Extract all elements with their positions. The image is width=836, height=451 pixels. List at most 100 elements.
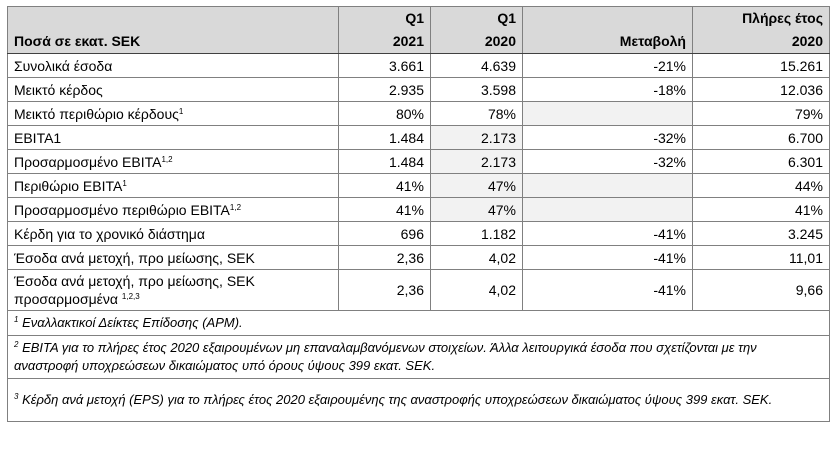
footnote-mark: 1 — [14, 315, 19, 324]
row-q1-2021: 80% — [338, 101, 431, 126]
row-label-sup: 1,2 — [229, 202, 242, 212]
row-label: Προσαρμοσμένο EBITA1,2 — [7, 149, 339, 174]
row-fy-2020: 6.301 — [692, 149, 830, 174]
row-q1-2020: 2.173 — [430, 125, 523, 150]
header-q1-2021-year: 2021 — [338, 29, 431, 54]
row-q1-2020: 47% — [430, 173, 523, 198]
table-row: Έσοδα ανά μετοχή, προ μείωσης, SEK 2,36 … — [7, 245, 830, 270]
header-fy-top: Πλήρες έτος — [692, 6, 830, 29]
financial-summary: Q1 Q1 Πλήρες έτος Ποσά σε εκατ. SEK 2021… — [7, 6, 830, 422]
row-label-line2: προσαρμοσμένα — [14, 291, 119, 307]
row-fy-2020: 79% — [692, 101, 830, 126]
footnote-2: 2 EBITA για το πλήρες έτος 2020 εξαιρουμ… — [7, 335, 830, 379]
row-change: -32% — [522, 149, 693, 174]
row-q1-2020: 4,02 — [430, 269, 523, 311]
header-q1-2021-top: Q1 — [338, 6, 431, 29]
footnote-text: Κέρδη ανά μετοχή (EPS) για το πλήρες έτο… — [18, 392, 773, 407]
row-q1-2020: 4.639 — [430, 53, 523, 78]
row-label: Προσαρμοσμένο περιθώριο EBITA1,2 — [7, 197, 339, 222]
row-label-sup: 1 — [122, 178, 127, 188]
row-fy-2020: 11,01 — [692, 245, 830, 270]
row-label: Περιθώριο EBITA1 — [7, 173, 339, 198]
row-label-text: Προσαρμοσμένο περιθώριο EBITA — [14, 201, 230, 218]
row-change — [522, 173, 693, 198]
row-q1-2021: 1.484 — [338, 125, 431, 150]
table-row: Μεικτό κέρδος 2.935 3.598 -18% 12.036 — [7, 77, 830, 102]
row-change: -21% — [522, 53, 693, 78]
row-label-sup: 1,2,3 — [121, 292, 140, 301]
row-change: -41% — [522, 245, 693, 270]
table-row: EBITA1 1.484 2.173 -32% 6.700 — [7, 125, 830, 150]
row-label-line1: Έσοδα ανά μετοχή, προ μείωσης, SEK — [14, 273, 255, 289]
header-change-cell-top — [522, 6, 693, 29]
row-q1-2021: 696 — [338, 221, 431, 246]
row-fy-2020: 9,66 — [692, 269, 830, 311]
table-row: Συνολικά έσοδα 3.661 4.639 -21% 15.261 — [7, 53, 830, 78]
header-row-bottom: Ποσά σε εκατ. SEK 2021 2020 Μεταβολή 202… — [7, 29, 830, 54]
table-row: Περιθώριο EBITA1 41% 47% 44% — [7, 173, 830, 198]
header-fy-year: 2020 — [692, 29, 830, 54]
row-q1-2020: 2.173 — [430, 149, 523, 174]
row-q1-2021: 2,36 — [338, 245, 431, 270]
header-label: Ποσά σε εκατ. SEK — [7, 29, 339, 54]
row-label-sup: 1,2 — [161, 154, 173, 164]
row-q1-2021: 1.484 — [338, 149, 431, 174]
row-label: Κέρδη για το χρονικό διάστημα — [7, 221, 339, 246]
footnote-text: EBITA για το πλήρες έτος 2020 εξαιρουμέν… — [14, 340, 757, 373]
footnote-row: 1 Εναλλακτικοί Δείκτες Επίδοσης (APM). — [7, 310, 830, 336]
row-label: Συνολικά έσοδα — [7, 53, 339, 78]
row-label-text: Μεικτό περιθώριο κέρδους — [14, 105, 179, 122]
footnote-mark: 3 — [14, 392, 19, 401]
row-fy-2020: 3.245 — [692, 221, 830, 246]
table-row: Κέρδη για το χρονικό διάστημα 696 1.182 … — [7, 221, 830, 246]
row-change: -32% — [522, 125, 693, 150]
row-fy-2020: 44% — [692, 173, 830, 198]
header-change: Μεταβολή — [522, 29, 693, 54]
row-q1-2021: 2,36 — [338, 269, 431, 311]
row-change: -18% — [522, 77, 693, 102]
header-label-cell-top — [7, 6, 339, 29]
row-change: -41% — [522, 269, 693, 311]
table-row: Μεικτό περιθώριο κέρδους1 80% 78% 79% — [7, 101, 830, 126]
financial-table: Q1 Q1 Πλήρες έτος Ποσά σε εκατ. SEK 2021… — [7, 6, 830, 422]
row-q1-2020: 3.598 — [430, 77, 523, 102]
row-label-text: Έσοδα ανά μετοχή, προ μείωσης, SEK — [14, 249, 255, 266]
row-label-sup: 1 — [178, 106, 184, 116]
row-q1-2021: 41% — [338, 197, 431, 222]
row-label: Έσοδα ανά μετοχή, προ μείωσης, SEK προσαρ… — [7, 269, 339, 311]
row-change — [522, 197, 693, 222]
footnote-text: Εναλλακτικοί Δείκτες Επίδοσης (APM). — [18, 315, 243, 330]
row-q1-2020: 1.182 — [430, 221, 523, 246]
row-label: Μεικτό περιθώριο κέρδους1 — [7, 101, 339, 126]
row-fy-2020: 12.036 — [692, 77, 830, 102]
row-label-text: Μεικτό κέρδος — [14, 81, 103, 98]
header-q1-2020-year: 2020 — [430, 29, 523, 54]
header-row-top: Q1 Q1 Πλήρες έτος — [7, 6, 830, 29]
row-label: Μεικτό κέρδος — [7, 77, 339, 102]
row-change — [522, 101, 693, 126]
footnote-mark: 2 — [14, 340, 19, 349]
header-q1-2020-top: Q1 — [430, 6, 523, 29]
row-q1-2021: 3.661 — [338, 53, 431, 78]
footnote-row: 2 EBITA για το πλήρες έτος 2020 εξαιρουμ… — [7, 335, 830, 379]
row-q1-2020: 78% — [430, 101, 523, 126]
row-fy-2020: 6.700 — [692, 125, 830, 150]
row-fy-2020: 41% — [692, 197, 830, 222]
footnote-3: 3 Κέρδη ανά μετοχή (EPS) για το πλήρες έ… — [7, 378, 830, 422]
row-q1-2021: 41% — [338, 173, 431, 198]
row-label: Έσοδα ανά μετοχή, προ μείωσης, SEK — [7, 245, 339, 270]
table-row: Προσαρμοσμένο περιθώριο EBITA1,2 41% 47%… — [7, 197, 830, 222]
row-change: -41% — [522, 221, 693, 246]
row-label-text: Προσαρμοσμένο EBITA — [14, 153, 162, 170]
row-q1-2021: 2.935 — [338, 77, 431, 102]
row-label: EBITA1 — [7, 125, 339, 150]
row-label-text: Συνολικά έσοδα — [14, 57, 113, 74]
row-label-text: Περιθώριο EBITA — [14, 177, 123, 194]
table-row: Προσαρμοσμένο EBITA1,2 1.484 2.173 -32% … — [7, 149, 830, 174]
footnote-1: 1 Εναλλακτικοί Δείκτες Επίδοσης (APM). — [7, 310, 830, 336]
row-label-text: EBITA1 — [14, 129, 62, 146]
row-fy-2020: 15.261 — [692, 53, 830, 78]
footnote-row: 3 Κέρδη ανά μετοχή (EPS) για το πλήρες έ… — [7, 378, 830, 422]
table-row: Έσοδα ανά μετοχή, προ μείωσης, SEK προσαρ… — [7, 269, 830, 311]
row-label-text: Κέρδη για το χρονικό διάστημα — [14, 225, 205, 242]
